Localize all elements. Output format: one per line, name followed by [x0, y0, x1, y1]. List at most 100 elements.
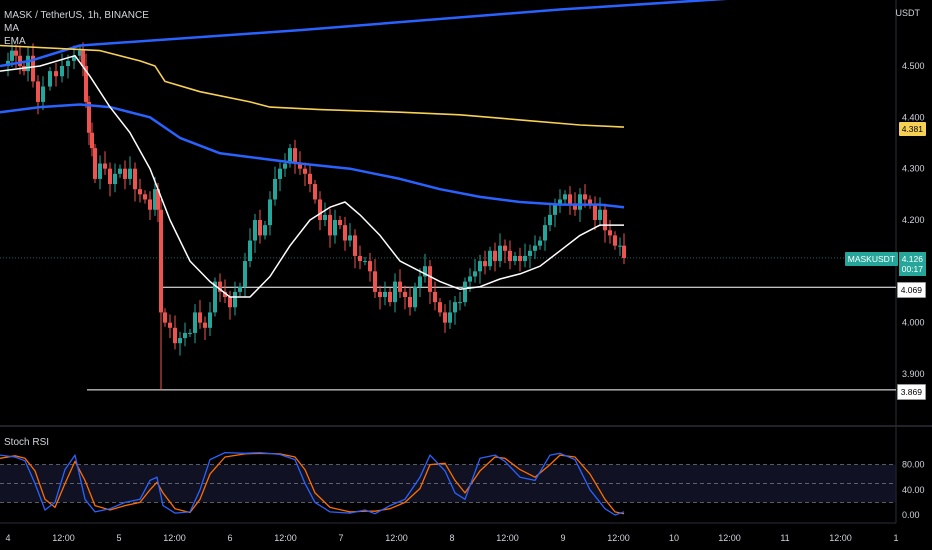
ma-line-blue: [0, 103, 625, 209]
candle-body: [283, 163, 287, 169]
support-level-tag-1: 4.069: [896, 282, 926, 298]
candle-body: [60, 66, 64, 77]
candle-body: [159, 209, 163, 313]
candle-body: [413, 286, 417, 308]
candle-body: [138, 189, 142, 195]
last-price-value: 4.126: [901, 254, 923, 264]
candle-body: [81, 50, 85, 66]
candle-body: [622, 245, 626, 258]
candle-body: [263, 225, 267, 236]
candle-body: [98, 163, 102, 179]
candle-body: [553, 204, 557, 215]
stoch-rsi-tick-label: 0.00: [902, 510, 920, 520]
candle-body: [368, 261, 372, 272]
candle-body: [148, 199, 152, 210]
time-tick-label: 12:00: [385, 533, 408, 543]
candle-body: [273, 178, 277, 200]
candle-body: [243, 261, 247, 287]
candle-body: [373, 271, 377, 292]
candle-body: [383, 291, 387, 297]
symbol-price-label: MASKUSDT: [844, 252, 898, 266]
candle-body: [188, 332, 192, 334]
candle-body: [268, 199, 272, 226]
candle-body: [443, 312, 447, 323]
ma-legend[interactable]: MA: [4, 23, 19, 34]
stoch-rsi-tick-label: 80.00: [902, 460, 925, 470]
candle-body: [156, 189, 160, 210]
candle-body: [528, 250, 532, 256]
candle-body: [323, 214, 327, 220]
candle-body: [288, 148, 292, 164]
price-tick-label: 3.900: [902, 369, 925, 379]
candle-body: [293, 148, 297, 164]
time-tick-label: 10: [669, 533, 679, 543]
candle-body: [388, 291, 392, 303]
candle-body: [84, 66, 88, 102]
candle-body: [198, 312, 202, 323]
candle-body: [503, 245, 507, 251]
ema-legend[interactable]: EMA: [4, 36, 26, 47]
candle-body: [14, 50, 18, 56]
candle-body: [463, 281, 467, 303]
time-tick-label: 9: [560, 533, 565, 543]
candle-body: [133, 168, 137, 190]
candle-body: [203, 322, 207, 328]
stoch-rsi-legend[interactable]: Stoch RSI: [4, 437, 50, 448]
candle-body: [508, 250, 512, 262]
time-tick-label: 12:00: [496, 533, 519, 543]
candle-body: [483, 261, 487, 267]
candle-body: [353, 235, 357, 256]
candle-body: [603, 209, 607, 231]
time-tick-label: 12:00: [829, 533, 852, 543]
candle-body: [453, 302, 457, 313]
candle-body: [313, 184, 317, 200]
candle-body: [573, 204, 577, 210]
candle-body: [233, 291, 237, 308]
candle-body: [348, 235, 352, 241]
candle-body: [543, 225, 547, 241]
time-tick-label: 6: [227, 533, 232, 543]
candle-body: [598, 209, 602, 220]
candle-body: [343, 225, 347, 241]
time-tick-label: 1: [893, 533, 898, 543]
candle-body: [168, 322, 172, 328]
ma-value-tag: 4.381: [898, 122, 926, 136]
candle-body: [48, 71, 52, 87]
candle-body: [208, 312, 212, 328]
candle-body: [588, 199, 592, 205]
candle-body: [143, 194, 147, 200]
candle-body: [93, 148, 97, 179]
candle-body: [258, 220, 262, 236]
candle-body: [568, 194, 572, 205]
candle-body: [278, 168, 282, 179]
candle-body: [163, 312, 167, 323]
candle-body: [478, 261, 482, 272]
price-tick-label: 4.000: [902, 318, 925, 328]
time-tick-label: 12:00: [718, 533, 741, 543]
candle-body: [238, 286, 242, 292]
candle-body: [31, 55, 35, 82]
price-tick-label: 4.200: [902, 215, 925, 225]
candle-body: [113, 173, 117, 185]
candle-body: [318, 199, 322, 220]
candle-body: [448, 312, 452, 323]
candle-body: [398, 281, 402, 292]
candle-body: [363, 261, 367, 263]
time-tick-label: 12:00: [52, 533, 75, 543]
candle-body: [213, 281, 217, 313]
price-tick-label: 4.400: [902, 112, 925, 122]
candle-body: [338, 220, 342, 226]
candle-body: [408, 297, 412, 308]
candle-body: [72, 55, 76, 61]
candle-body: [103, 163, 107, 169]
candle-body: [108, 168, 112, 185]
candle-body: [78, 50, 82, 56]
candle-body: [423, 266, 427, 277]
candle-body: [533, 245, 537, 251]
candle-body: [613, 235, 617, 246]
candle-body: [433, 291, 437, 303]
symbol-title: MASK / TetherUS, 1h, BINANCE: [4, 10, 149, 21]
last-price-tag: 4.126 00:17: [898, 252, 926, 276]
